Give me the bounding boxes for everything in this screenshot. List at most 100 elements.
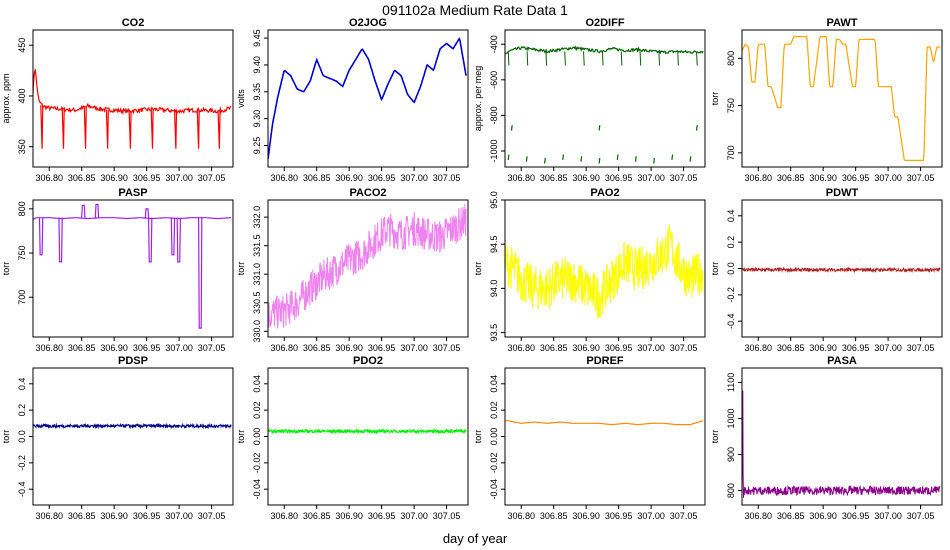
x-tick-label: 307.05 — [198, 511, 226, 521]
dash-mark — [658, 51, 661, 66]
y-tick-label: 800 — [17, 201, 27, 216]
x-tick-label: 307.00 — [165, 173, 193, 183]
dash-mark — [601, 51, 604, 66]
dash-mark — [526, 51, 529, 66]
x-tick-label: 306.80 — [35, 343, 63, 353]
x-tick-label: 306.85 — [777, 173, 805, 183]
x-tick-label: 306.95 — [133, 343, 161, 353]
series-line — [268, 37, 467, 160]
plot-area — [505, 223, 704, 318]
y-tick-label: 800 — [726, 483, 736, 498]
x-tick-label: 307.05 — [907, 343, 935, 353]
x-tick-label: 306.95 — [842, 173, 870, 183]
y-tick-label: -0.04 — [489, 479, 499, 500]
dash-mark — [580, 156, 583, 162]
series-line — [742, 36, 941, 161]
dip — [170, 217, 176, 256]
y-tick-label: 9.25 — [252, 137, 262, 155]
series-line — [505, 45, 704, 55]
plot-area — [33, 68, 232, 149]
x-tick-label: 307.00 — [637, 511, 665, 521]
panel-pdo2: PDO2 torr 306.80 306.85 306.90 306.95 307.00 30… — [236, 355, 469, 521]
spike — [105, 109, 109, 149]
x-tick-label: 307.00 — [165, 511, 193, 521]
y-tick-label: -0.2 — [17, 455, 27, 471]
plot-area — [505, 420, 704, 426]
x-tick-label: 307.05 — [433, 343, 461, 353]
plot-area — [33, 203, 232, 329]
plot-area — [268, 427, 467, 435]
dash-mark — [507, 51, 510, 66]
y-tick-label: 750 — [17, 246, 27, 261]
x-tick-label: 306.95 — [368, 511, 396, 521]
y-tick-label: 450 — [17, 38, 27, 53]
plot-frame — [267, 199, 469, 338]
dash-mark — [525, 156, 528, 162]
dash-mark — [639, 51, 642, 66]
y-tick-label: 9.40 — [252, 56, 262, 74]
x-tick-label: 306.90 — [100, 173, 128, 183]
x-tick-label: 306.80 — [35, 173, 63, 183]
x-tick-label: 306.80 — [744, 173, 772, 183]
y-tick-label: -0.02 — [252, 453, 262, 474]
dash-mark — [616, 154, 619, 160]
dash-mark — [545, 51, 548, 66]
x-tick-label: 307.00 — [400, 173, 428, 183]
plot-area — [742, 266, 941, 274]
y-axis-label: approx. per meg — [473, 66, 483, 132]
dash-mark — [544, 158, 546, 164]
y-tick-label: 95.0 — [489, 191, 499, 209]
spike — [196, 110, 200, 149]
bump — [144, 208, 150, 218]
spike — [150, 109, 154, 149]
y-tick-label: 0.2 — [726, 236, 736, 249]
y-tick-label: 0.02 — [252, 401, 262, 419]
panel-title: PASP — [118, 187, 147, 199]
x-tick-label: 306.95 — [842, 511, 870, 521]
dash-mark — [695, 125, 698, 131]
panel-pdref: PDREF torr 306.80 306.85 306.90 306.95 307.00 3… — [473, 355, 706, 521]
x-tick-label: 306.90 — [572, 511, 600, 521]
x-tick-label: 306.90 — [809, 173, 837, 183]
y-tick-label: 0.00 — [252, 428, 262, 446]
dash-mark — [677, 51, 679, 66]
y-axis-label: approx. ppm — [1, 73, 11, 123]
y-axis-label: torr — [1, 262, 11, 276]
y-tick-label: 0.02 — [489, 401, 499, 419]
x-tick-label: 306.85 — [68, 173, 96, 183]
x-tick-label: 306.85 — [303, 343, 331, 353]
panel-pasp: PASP torr 306.80 306.85 306.90 306.95 307.00 30… — [1, 187, 234, 353]
plot-area — [268, 37, 467, 160]
dash-mark — [507, 154, 510, 160]
y-tick-label: 400 — [17, 88, 27, 103]
panel-o2diff: O2DIFF approx. per meg 306.80 306.85 306.90 3… — [473, 17, 706, 183]
panel-title: PAWT — [827, 17, 858, 29]
y-tick-label: 0.4 — [17, 378, 27, 391]
x-tick-label: 306.80 — [744, 511, 772, 521]
x-tick-label: 306.85 — [303, 173, 331, 183]
x-tick-label: 306.80 — [507, 511, 535, 521]
x-tick-label: 306.90 — [809, 511, 837, 521]
x-tick-label: 306.85 — [777, 343, 805, 353]
y-tick-label: 0.0 — [17, 430, 27, 443]
panel-title: PDSP — [118, 355, 148, 367]
spike — [83, 106, 87, 149]
plot-frame — [741, 367, 943, 506]
dash-mark — [671, 154, 674, 160]
x-tick-label: 306.95 — [368, 173, 396, 183]
x-tick-label: 307.00 — [637, 173, 665, 183]
x-tick-label: 307.05 — [198, 343, 226, 353]
x-tick-label: 306.80 — [507, 343, 535, 353]
plot-frame — [32, 367, 234, 506]
dash-mark — [564, 51, 566, 66]
y-tick-label: 0.0 — [726, 262, 736, 275]
panel-title: O2DIFF — [585, 17, 624, 29]
x-tick-label: 306.95 — [368, 343, 396, 353]
x-tick-label: 307.00 — [165, 343, 193, 353]
x-tick-label: 307.05 — [907, 511, 935, 521]
x-tick-label: 306.80 — [270, 343, 298, 353]
y-tick-label: 750 — [726, 98, 736, 113]
plot-frame — [741, 29, 943, 168]
series-line — [33, 422, 232, 430]
dash-mark — [510, 125, 513, 131]
